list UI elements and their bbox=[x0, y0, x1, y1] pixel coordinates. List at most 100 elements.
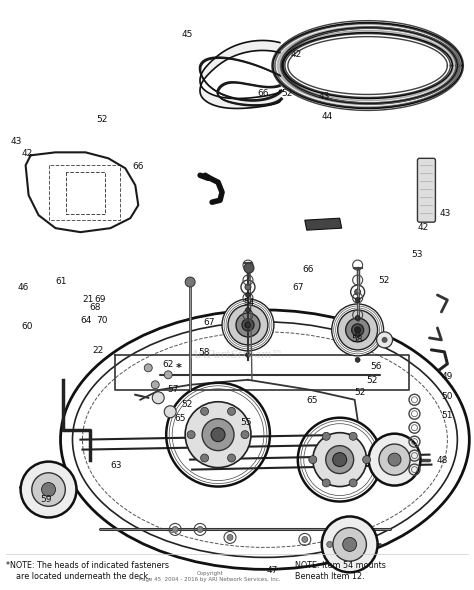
Text: 45: 45 bbox=[182, 30, 193, 40]
Circle shape bbox=[376, 332, 392, 348]
Text: 59: 59 bbox=[40, 495, 51, 504]
Text: 61: 61 bbox=[55, 277, 66, 286]
Circle shape bbox=[333, 527, 366, 561]
Circle shape bbox=[355, 327, 361, 333]
Circle shape bbox=[302, 536, 308, 542]
Circle shape bbox=[322, 432, 330, 440]
Text: 49: 49 bbox=[442, 372, 453, 381]
Polygon shape bbox=[305, 218, 342, 230]
Circle shape bbox=[151, 381, 159, 389]
Circle shape bbox=[327, 542, 333, 548]
Text: 57: 57 bbox=[167, 385, 179, 394]
Text: 43: 43 bbox=[439, 209, 451, 218]
Circle shape bbox=[228, 305, 268, 345]
Text: 67: 67 bbox=[203, 317, 214, 327]
Circle shape bbox=[246, 323, 250, 327]
Circle shape bbox=[201, 407, 209, 415]
Circle shape bbox=[244, 263, 254, 273]
Text: 58: 58 bbox=[352, 335, 363, 344]
Text: 52: 52 bbox=[378, 276, 389, 286]
Text: 51: 51 bbox=[442, 411, 453, 420]
Text: 67: 67 bbox=[292, 283, 304, 293]
Circle shape bbox=[246, 293, 250, 297]
Circle shape bbox=[352, 324, 364, 336]
Circle shape bbox=[355, 316, 360, 320]
Circle shape bbox=[355, 358, 360, 362]
Circle shape bbox=[201, 454, 209, 462]
Circle shape bbox=[185, 277, 195, 287]
Polygon shape bbox=[200, 41, 280, 109]
Text: 58: 58 bbox=[198, 348, 210, 357]
FancyBboxPatch shape bbox=[418, 158, 436, 222]
Circle shape bbox=[197, 526, 203, 532]
Text: 66: 66 bbox=[302, 264, 314, 274]
Text: 60: 60 bbox=[21, 322, 32, 331]
Circle shape bbox=[346, 318, 370, 342]
Circle shape bbox=[222, 299, 274, 351]
Text: 48: 48 bbox=[437, 457, 448, 466]
Circle shape bbox=[185, 402, 251, 468]
Text: 43: 43 bbox=[319, 91, 330, 100]
Circle shape bbox=[309, 455, 317, 464]
Circle shape bbox=[355, 332, 360, 337]
Circle shape bbox=[363, 455, 371, 464]
Circle shape bbox=[144, 364, 152, 372]
Circle shape bbox=[326, 445, 354, 474]
Text: 54: 54 bbox=[243, 297, 255, 307]
Circle shape bbox=[388, 453, 401, 466]
Text: *NOTE: The heads of indicated fasteners
    are located underneath the deck.: *NOTE: The heads of indicated fasteners … bbox=[6, 561, 169, 581]
Text: 55: 55 bbox=[241, 418, 252, 427]
Circle shape bbox=[379, 444, 410, 475]
Text: 42: 42 bbox=[291, 50, 302, 60]
Circle shape bbox=[246, 352, 250, 358]
Text: 65: 65 bbox=[174, 414, 186, 423]
Text: AriPartStream™: AriPartStream™ bbox=[191, 350, 283, 360]
Text: NOTE: Item 54 mounts
Beneath Item 12.: NOTE: Item 54 mounts Beneath Item 12. bbox=[295, 561, 386, 581]
Text: 52: 52 bbox=[182, 400, 193, 409]
Circle shape bbox=[349, 432, 357, 440]
Circle shape bbox=[313, 432, 366, 487]
Circle shape bbox=[349, 479, 357, 487]
Text: Copyright
Page 45  2004 - 2016 by ARI Network Services, Inc.: Copyright Page 45 2004 - 2016 by ARI Net… bbox=[139, 571, 281, 582]
Circle shape bbox=[242, 319, 254, 331]
Text: 66: 66 bbox=[257, 89, 269, 98]
Text: *: * bbox=[175, 363, 181, 373]
Text: 63: 63 bbox=[111, 461, 122, 470]
Circle shape bbox=[211, 428, 225, 442]
Text: 69: 69 bbox=[94, 294, 106, 304]
Circle shape bbox=[382, 337, 388, 343]
Text: 52: 52 bbox=[366, 376, 377, 385]
Circle shape bbox=[164, 371, 172, 379]
Circle shape bbox=[352, 542, 358, 548]
Circle shape bbox=[245, 284, 251, 290]
Circle shape bbox=[152, 392, 164, 404]
Text: 62: 62 bbox=[163, 360, 174, 369]
Circle shape bbox=[21, 461, 76, 517]
Text: 52: 52 bbox=[281, 89, 292, 98]
Circle shape bbox=[355, 289, 361, 295]
Circle shape bbox=[369, 434, 420, 486]
Circle shape bbox=[236, 313, 260, 337]
Text: 70: 70 bbox=[97, 316, 108, 325]
Circle shape bbox=[187, 431, 195, 438]
Text: 22: 22 bbox=[92, 346, 103, 355]
Circle shape bbox=[332, 304, 383, 356]
Text: 52: 52 bbox=[354, 388, 365, 396]
Text: 64: 64 bbox=[80, 316, 91, 325]
Text: 56: 56 bbox=[371, 362, 382, 371]
Circle shape bbox=[228, 454, 236, 462]
Circle shape bbox=[355, 297, 360, 303]
Text: 50: 50 bbox=[442, 392, 453, 401]
Text: 44: 44 bbox=[321, 112, 332, 120]
Text: 53: 53 bbox=[411, 251, 422, 260]
Polygon shape bbox=[273, 22, 462, 109]
Text: 68: 68 bbox=[90, 303, 101, 312]
Circle shape bbox=[322, 479, 330, 487]
Circle shape bbox=[322, 516, 378, 572]
Circle shape bbox=[42, 483, 55, 497]
Circle shape bbox=[51, 464, 61, 474]
Circle shape bbox=[227, 535, 233, 540]
Text: 43: 43 bbox=[10, 137, 21, 146]
Circle shape bbox=[337, 310, 378, 350]
Circle shape bbox=[333, 453, 346, 467]
